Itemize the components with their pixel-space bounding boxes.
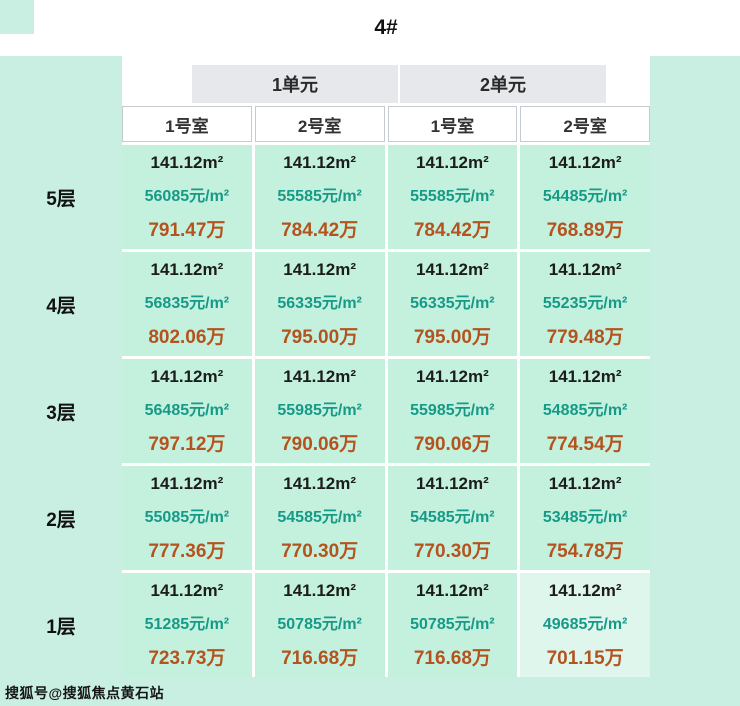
unit-tab-band: 1单元 2单元: [122, 56, 650, 106]
floor-labels: 5层 4层 3层 2层 1层: [0, 145, 122, 677]
cell-f1-u1r2: 141.12m² 50785元/m² 716.68万: [254, 573, 385, 677]
cell-unit-price: 54585元/m²: [277, 508, 362, 526]
cell-area: 141.12m²: [548, 473, 622, 493]
cell-f1-u2r1: 141.12m² 50785元/m² 716.68万: [387, 573, 518, 677]
cell-unit-price: 54585元/m²: [410, 508, 495, 526]
cell-unit-price: 56485元/m²: [144, 401, 230, 419]
cell-area: 141.12m²: [150, 366, 224, 386]
cell-unit-price: 56835元/m²: [144, 294, 230, 312]
cell-area: 141.12m²: [283, 259, 357, 279]
cell-area: 141.12m²: [150, 152, 224, 172]
tab-unit-1: 1单元: [192, 65, 398, 103]
watermark: 搜狐号@搜狐焦点黄石站: [5, 685, 165, 701]
cell-f1-u1r1: 141.12m² 51285元/m² 723.73万: [122, 573, 252, 677]
cell-unit-price: 55585元/m²: [410, 187, 495, 205]
cell-total-price: 770.30万: [281, 540, 359, 562]
cell-area: 141.12m²: [415, 366, 489, 386]
cell-unit-price: 56085元/m²: [144, 187, 230, 205]
cell-area: 141.12m²: [548, 366, 622, 386]
room-header-u2r2: 2号室: [520, 106, 650, 142]
building-title: 4#: [374, 16, 398, 39]
cell-area: 141.12m²: [415, 259, 489, 279]
cell-area: 141.12m²: [548, 152, 622, 172]
cell-f2-u1r2: 141.12m² 54585元/m² 770.30万: [254, 466, 385, 570]
cell-total-price: 790.06万: [413, 433, 491, 455]
room-header-u1r1: 1号室: [122, 106, 252, 142]
cell-total-price: 790.06万: [281, 433, 359, 455]
cell-area: 141.12m²: [283, 473, 357, 493]
cell-total-price: 774.54万: [546, 433, 624, 455]
cell-total-price: 791.47万: [148, 219, 226, 241]
cell-f5-u1r2: 141.12m² 55585元/m² 784.42万: [254, 145, 385, 249]
cell-f2-u2r2: 141.12m² 53485元/m² 754.78万: [520, 466, 650, 570]
floor-label-1: 1层: [46, 616, 76, 638]
room-header-u2r1: 1号室: [387, 106, 518, 142]
cell-f3-u1r2: 141.12m² 55985元/m² 790.06万: [254, 359, 385, 463]
floor-label-4: 4层: [46, 295, 76, 317]
cell-area: 141.12m²: [283, 366, 357, 386]
floor-label-2: 2层: [46, 509, 76, 531]
cell-unit-price: 55585元/m²: [277, 187, 362, 205]
cell-total-price: 797.12万: [148, 433, 226, 455]
cell-unit-price: 51285元/m²: [144, 615, 230, 633]
cell-f1-u2r2: 141.12m² 49685元/m² 701.15万: [520, 573, 650, 677]
cell-f4-u2r2: 141.12m² 55235元/m² 779.48万: [520, 252, 650, 356]
corner-notch: [0, 0, 34, 34]
cell-unit-price: 56335元/m²: [410, 294, 495, 312]
cell-total-price: 768.89万: [546, 219, 624, 241]
cell-unit-price: 53485元/m²: [542, 508, 628, 526]
cell-total-price: 723.73万: [148, 647, 226, 669]
title-bar: 4#: [0, 0, 740, 56]
cell-f3-u1r1: 141.12m² 56485元/m² 797.12万: [122, 359, 252, 463]
cell-area: 141.12m²: [548, 259, 622, 279]
cell-total-price: 784.42万: [281, 219, 359, 241]
cell-area: 141.12m²: [415, 580, 489, 600]
cell-unit-price: 54485元/m²: [542, 187, 628, 205]
cell-area: 141.12m²: [415, 473, 489, 493]
floor-label-5: 5层: [46, 188, 76, 210]
cell-total-price: 802.06万: [148, 326, 226, 348]
cell-unit-price: 49685元/m²: [542, 615, 628, 633]
cell-unit-price: 54885元/m²: [542, 401, 628, 419]
cell-total-price: 770.30万: [413, 540, 491, 562]
cell-f3-u2r1: 141.12m² 55985元/m² 790.06万: [387, 359, 518, 463]
cell-total-price: 777.36万: [148, 540, 226, 562]
cell-f4-u1r2: 141.12m² 56335元/m² 795.00万: [254, 252, 385, 356]
cell-f5-u1r1: 141.12m² 56085元/m² 791.47万: [122, 145, 252, 249]
cell-unit-price: 50785元/m²: [277, 615, 362, 633]
cell-total-price: 716.68万: [413, 647, 491, 669]
cell-f4-u2r1: 141.12m² 56335元/m² 795.00万: [387, 252, 518, 356]
cell-f2-u2r1: 141.12m² 54585元/m² 770.30万: [387, 466, 518, 570]
cell-area: 141.12m²: [415, 152, 489, 172]
floor-label-3: 3层: [46, 402, 76, 424]
cell-unit-price: 55985元/m²: [410, 401, 495, 419]
cell-area: 141.12m²: [548, 580, 622, 600]
cell-area: 141.12m²: [283, 152, 357, 172]
cell-total-price: 795.00万: [281, 326, 359, 348]
cell-f5-u2r2: 141.12m² 54485元/m² 768.89万: [520, 145, 650, 249]
room-header-u1r2: 2号室: [254, 106, 385, 142]
cell-area: 141.12m²: [150, 580, 224, 600]
cell-f3-u2r2: 141.12m² 54885元/m² 774.54万: [520, 359, 650, 463]
cell-unit-price: 50785元/m²: [410, 615, 495, 633]
cell-unit-price: 55985元/m²: [277, 401, 362, 419]
cell-area: 141.12m²: [283, 580, 357, 600]
cell-f5-u2r1: 141.12m² 55585元/m² 784.42万: [387, 145, 518, 249]
cell-total-price: 701.15万: [546, 647, 624, 669]
cell-unit-price: 56335元/m²: [277, 294, 362, 312]
cell-f2-u1r1: 141.12m² 55085元/m² 777.36万: [122, 466, 252, 570]
cell-area: 141.12m²: [150, 259, 224, 279]
cell-total-price: 795.00万: [413, 326, 491, 348]
cell-total-price: 779.48万: [546, 326, 624, 348]
cell-total-price: 754.78万: [546, 540, 624, 562]
tab-unit-2: 2单元: [400, 65, 606, 103]
cell-total-price: 784.42万: [413, 219, 491, 241]
cell-unit-price: 55235元/m²: [542, 294, 628, 312]
price-table: 1号室 2号室 1号室 2号室 141.12m² 56085元/m² 791.47万…: [122, 106, 650, 677]
cell-area: 141.12m²: [150, 473, 224, 493]
cell-f4-u1r1: 141.12m² 56835元/m² 802.06万: [122, 252, 252, 356]
cell-unit-price: 55085元/m²: [144, 508, 230, 526]
cell-total-price: 716.68万: [281, 647, 359, 669]
